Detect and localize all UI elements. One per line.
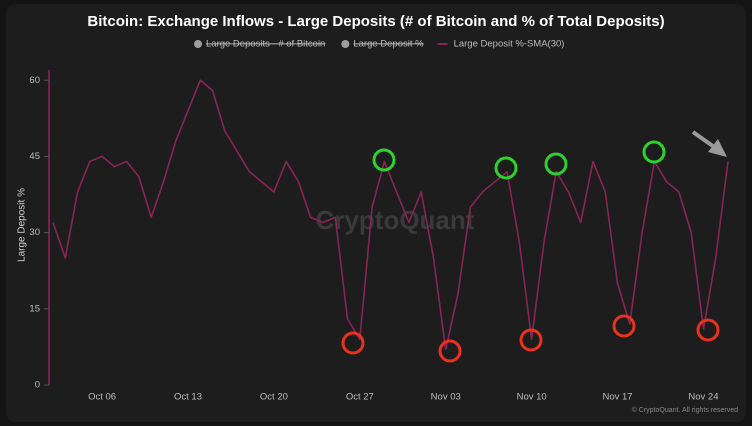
trough-marker	[438, 339, 462, 363]
y-tick-label: 30	[29, 227, 40, 238]
y-tick-label: 45	[29, 151, 40, 162]
x-tick-label: Oct 13	[174, 392, 202, 403]
peak-marker	[642, 140, 666, 164]
chart-title: Bitcoin: Exchange Inflows - Large Deposi…	[87, 13, 664, 30]
y-tick-label: 15	[29, 303, 40, 314]
peak-marker	[544, 152, 568, 176]
trough-marker	[341, 331, 365, 355]
y-axis-title: Large Deposit %	[17, 188, 28, 262]
x-tick-label: Nov 24	[688, 392, 718, 403]
peak-marker	[372, 148, 396, 172]
x-tick-label: Oct 06	[88, 392, 116, 403]
arrow-head	[708, 139, 727, 157]
x-tick-label: Nov 10	[517, 392, 547, 403]
trough-marker	[612, 314, 636, 338]
y-tick-label: 60	[29, 75, 40, 86]
line-series	[52, 79, 729, 351]
annotations	[341, 130, 727, 363]
x-tick-label: Nov 03	[431, 392, 461, 403]
legend-label: Large Deposits - # of Bitcoin	[206, 39, 325, 50]
y-tick-label: 0	[35, 380, 40, 391]
legend-label: Large Deposit %	[353, 39, 424, 50]
peak-marker	[494, 156, 518, 180]
panel	[6, 4, 746, 422]
plot: 0 15 30 45 60 Oct 06 Oct 13 Oct 20 Oct 27 Nov 03 N…	[29, 39, 729, 403]
legend-label: Large Deposit %-SMA(30)	[454, 39, 565, 50]
legend-marker	[194, 40, 202, 48]
footer: © CryptoQuant. All rights reserved	[632, 406, 738, 414]
legend-marker	[341, 40, 350, 48]
x-tick-label: Nov 17	[602, 392, 632, 403]
trough-marker	[519, 328, 543, 352]
x-tick-label: Oct 20	[260, 392, 288, 403]
x-tick-label: Oct 27	[346, 392, 374, 403]
trough-marker	[696, 318, 720, 342]
watermark: CryptoQuant	[316, 205, 475, 235]
